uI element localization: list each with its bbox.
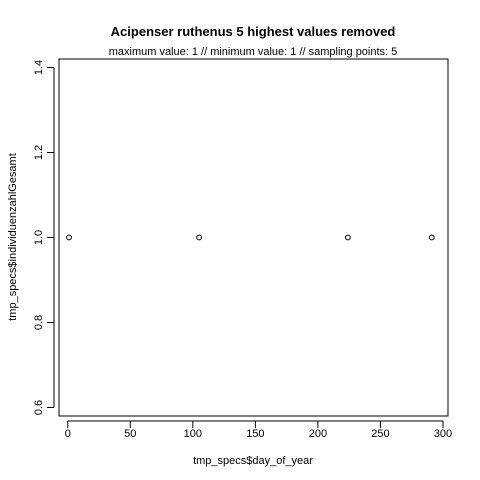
data-point	[345, 234, 351, 241]
y-tick-label: 0.6	[33, 400, 45, 415]
y-tick-label: 0.8	[33, 315, 45, 330]
x-tick-label: 150	[246, 428, 264, 440]
data-point	[428, 234, 435, 241]
x-tick-label: 300	[434, 428, 452, 440]
x-tick-label: 100	[184, 428, 202, 440]
x-tick-label: 200	[309, 428, 327, 440]
x-tick-label: 0	[65, 428, 71, 440]
y-axis: 0.6 0.8 1.0 1.2 1.4	[33, 60, 55, 415]
chart-subtitle: maximum value: 1 // minimum value: 1 // …	[109, 46, 398, 58]
x-axis: 0 50 100 150 200 250 300	[65, 420, 452, 440]
y-tick-label: 1.2	[33, 145, 45, 160]
plot-area-frame	[58, 58, 449, 417]
data-point	[196, 234, 202, 241]
x-axis-label: tmp_specs$day_of_year	[193, 455, 313, 467]
y-axis-label: tmp_specs$individuenzahlGesamt	[7, 153, 19, 321]
chart-title: Acipenser ruthenus 5 highest values remo…	[111, 24, 396, 39]
data-point	[66, 234, 72, 241]
x-tick-label: 50	[124, 428, 136, 440]
data-points	[66, 234, 435, 241]
x-tick-label: 250	[371, 428, 389, 440]
y-tick-label: 1.0	[33, 230, 45, 245]
y-tick-label: 1.4	[33, 60, 45, 75]
